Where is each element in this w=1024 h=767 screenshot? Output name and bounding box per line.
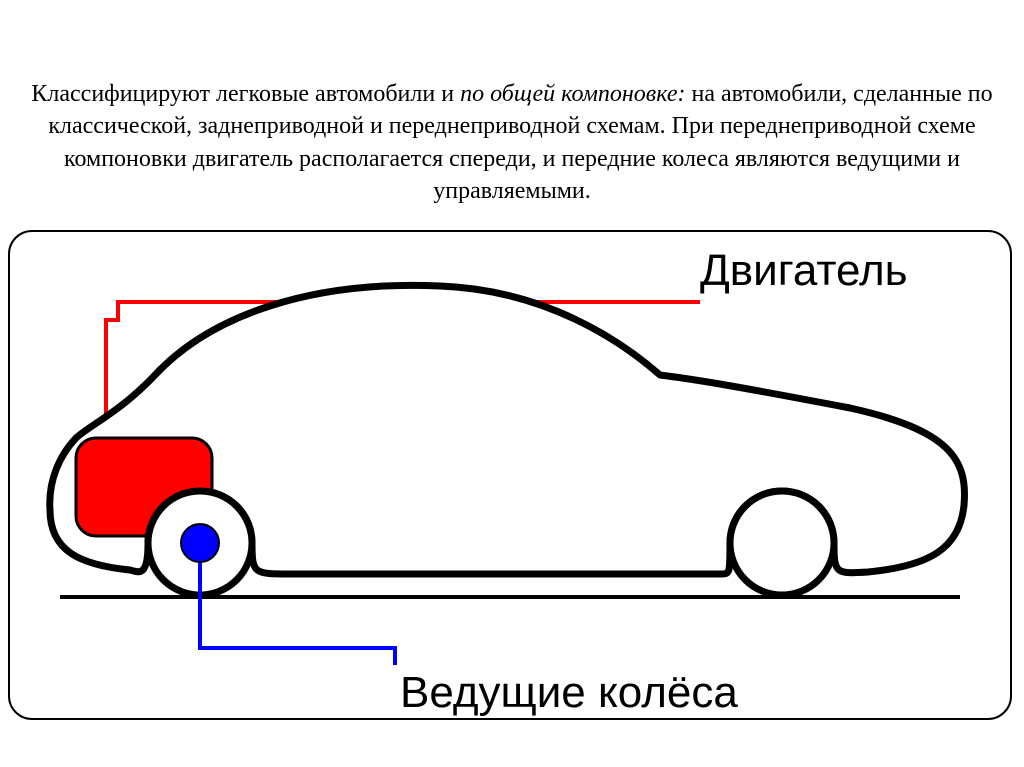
rear-wheel: [730, 491, 834, 595]
front-wheel-hub: [181, 524, 219, 562]
label-driving-wheels: Ведущие колёса: [400, 668, 738, 718]
label-engine: Двигатель: [700, 246, 908, 296]
diagram-svg: [0, 0, 1024, 767]
